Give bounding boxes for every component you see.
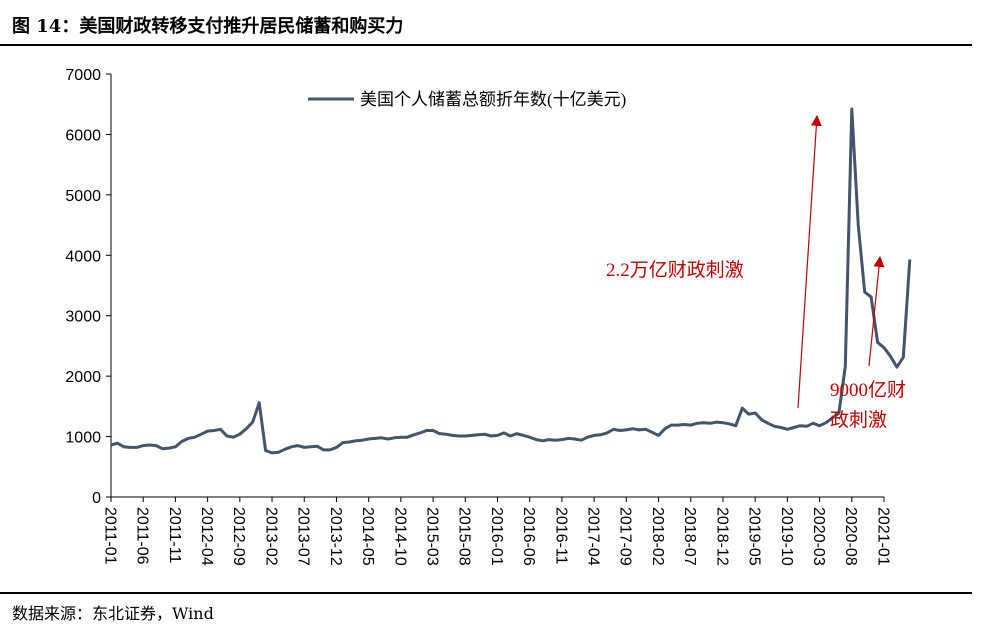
x-tick-label: 2019-05 bbox=[746, 507, 763, 566]
legend: 美国个人储蓄总额折年数(十亿美元) bbox=[308, 90, 626, 109]
annotations: 2.2万亿财政刺激 9000亿财 政刺激 bbox=[606, 114, 906, 431]
x-tick-label: 2012-04 bbox=[198, 507, 215, 566]
x-tick-label: 2019-10 bbox=[778, 507, 795, 566]
x-tick-label: 2013-07 bbox=[295, 507, 312, 566]
x-tick-label: 2017-09 bbox=[617, 507, 634, 566]
y-tick-label: 3000 bbox=[65, 309, 101, 326]
y-tick-label: 5000 bbox=[65, 188, 101, 205]
x-tick-label: 2012-09 bbox=[230, 507, 247, 566]
x-tick-label: 2020-03 bbox=[810, 507, 827, 566]
x-tick-label: 2014-05 bbox=[359, 507, 376, 566]
x-tick-label: 2016-01 bbox=[488, 507, 505, 566]
x-tick-label: 2015-08 bbox=[456, 507, 473, 566]
x-tick-label: 2013-02 bbox=[262, 507, 279, 566]
annotation-2021-stimulus-line1: 9000亿财 bbox=[830, 379, 906, 401]
x-tick-label: 2018-07 bbox=[681, 507, 698, 566]
x-tick-label: 2011-06 bbox=[134, 507, 151, 565]
annotation-2020-stimulus: 2.2万亿财政刺激 bbox=[606, 259, 744, 281]
x-tick-label: 2015-03 bbox=[423, 507, 440, 566]
x-tick-label: 2016-06 bbox=[520, 507, 537, 566]
x-tick-label: 2018-12 bbox=[713, 507, 730, 566]
x-tick-label: 2017-04 bbox=[585, 507, 602, 566]
x-tick-label: 2020-08 bbox=[842, 507, 859, 566]
series-layer bbox=[110, 107, 912, 455]
y-tick-label: 2000 bbox=[65, 369, 101, 386]
x-tick-label: 2018-02 bbox=[649, 507, 666, 566]
figure-title: 图 14：美国财政转移支付推升居民储蓄和购买力 bbox=[12, 16, 404, 37]
x-tick-label: 2021-01 bbox=[874, 507, 891, 566]
y-tick-label: 7000 bbox=[65, 67, 101, 84]
annotation-2021-stimulus-line2: 政刺激 bbox=[830, 409, 887, 431]
legend-label: 美国个人储蓄总额折年数(十亿美元) bbox=[360, 90, 626, 109]
y-tick-label: 1000 bbox=[65, 430, 101, 447]
y-tick-label: 6000 bbox=[65, 127, 101, 144]
arrow-2020-stimulus bbox=[797, 114, 822, 409]
source-note: 数据来源：东北证券，Wind bbox=[12, 604, 214, 623]
x-tick-label: 2011-11 bbox=[166, 507, 183, 563]
arrow-2021-stimulus bbox=[868, 255, 885, 367]
x-tick-label: 2014-10 bbox=[391, 507, 408, 566]
axes: 0 1000 2000 3000 4000 5000 6000 7000 2011-01 2011… bbox=[65, 67, 891, 566]
series-line-0 bbox=[110, 107, 912, 455]
source-rule bbox=[0, 592, 972, 594]
x-tick-label: 2013-12 bbox=[327, 507, 344, 566]
title-rule bbox=[0, 44, 972, 46]
y-tick-label: 0 bbox=[92, 490, 101, 507]
x-tick-label: 2016-11 bbox=[552, 507, 569, 565]
x-tick-label: 2011-01 bbox=[101, 507, 118, 565]
y-tick-label: 4000 bbox=[65, 248, 101, 265]
